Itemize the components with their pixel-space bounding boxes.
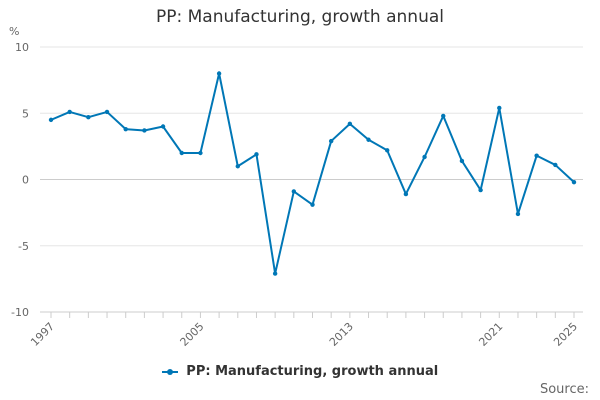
data-point[interactable] — [104, 109, 110, 115]
data-point[interactable] — [86, 115, 91, 120]
data-point[interactable] — [67, 109, 72, 115]
y-axis-unit-label: % — [9, 25, 19, 38]
data-point[interactable] — [291, 189, 297, 194]
data-point[interactable] — [515, 211, 521, 217]
data-point[interactable] — [179, 150, 184, 156]
legend-swatch-icon — [161, 368, 178, 376]
y-tick-label: 5 — [22, 107, 29, 120]
data-point[interactable] — [272, 271, 278, 276]
data-point[interactable] — [422, 154, 427, 160]
x-tick-label: 2005 — [178, 320, 207, 349]
series-line — [50, 72, 575, 275]
data-point[interactable] — [553, 162, 558, 168]
data-point[interactable] — [459, 158, 465, 164]
data-point[interactable] — [48, 117, 54, 123]
y-tick-label: 0 — [22, 174, 29, 187]
data-point[interactable] — [478, 187, 483, 193]
x-tick-label: 2025 — [551, 320, 580, 349]
data-point[interactable] — [497, 105, 502, 111]
data-point[interactable] — [385, 148, 390, 153]
data-point[interactable] — [534, 153, 539, 158]
data-point[interactable] — [310, 202, 315, 207]
source-label[interactable]: Source: — [539, 382, 589, 397]
chart-title: PP: Manufacturing, growth annual — [156, 7, 444, 27]
y-tick-label: 10 — [15, 41, 29, 54]
data-point[interactable] — [366, 137, 371, 142]
x-axis: 1997 2005 2013 2021 2025 — [28, 311, 583, 349]
data-point[interactable] — [123, 126, 128, 132]
y-tick-label: -10 — [11, 306, 29, 319]
x-tick-label: 2021 — [476, 320, 505, 349]
data-point[interactable] — [254, 152, 259, 157]
data-point[interactable] — [441, 113, 446, 119]
x-tick-label: 2013 — [327, 320, 356, 349]
data-point[interactable] — [216, 71, 222, 76]
series-layer — [48, 71, 577, 276]
data-point[interactable] — [198, 150, 203, 156]
data-point[interactable] — [328, 138, 334, 144]
data-point[interactable] — [403, 191, 409, 197]
data-point[interactable] — [571, 179, 577, 185]
gridlines — [40, 46, 583, 313]
y-tick-label: -5 — [18, 240, 29, 253]
x-tick-label: 1997 — [28, 320, 57, 349]
legend-label: PP: Manufacturing, growth annual — [186, 364, 439, 379]
data-point[interactable] — [347, 121, 353, 127]
y-axis: % 10 5 0 -5 -10 — [9, 25, 29, 319]
legend[interactable]: PP: Manufacturing, growth annual — [0, 364, 600, 379]
data-point[interactable] — [160, 124, 166, 129]
data-point[interactable] — [235, 164, 240, 169]
data-point[interactable] — [142, 128, 147, 133]
